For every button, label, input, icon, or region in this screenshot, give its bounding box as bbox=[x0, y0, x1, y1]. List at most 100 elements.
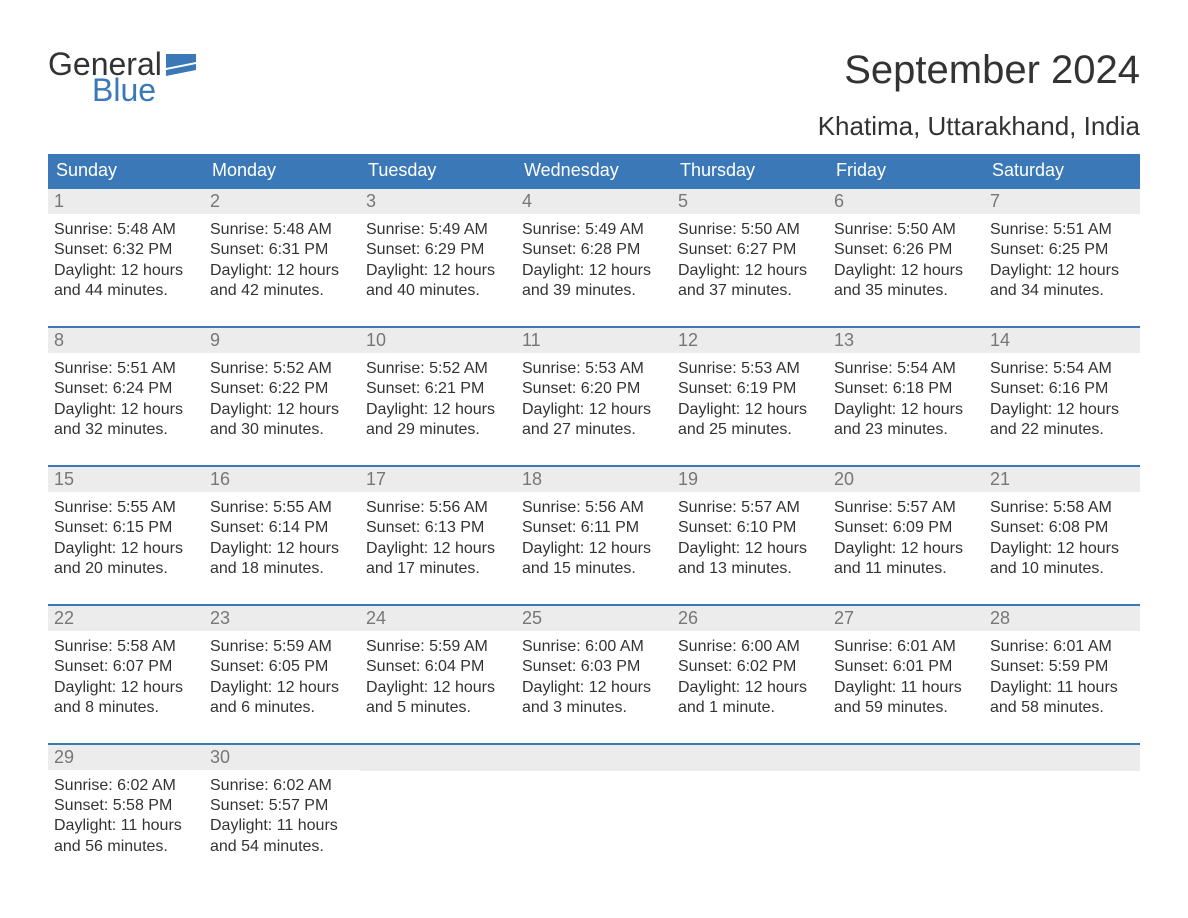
sunrise-line: Sunrise: 5:50 AM bbox=[678, 220, 822, 240]
sunrise-line: Sunrise: 5:58 AM bbox=[54, 637, 198, 657]
sunset-line: Sunset: 5:59 PM bbox=[990, 657, 1134, 677]
sunset-line: Sunset: 6:07 PM bbox=[54, 657, 198, 677]
day-cell: 15Sunrise: 5:55 AMSunset: 6:15 PMDayligh… bbox=[48, 467, 204, 588]
dow-saturday: Saturday bbox=[984, 154, 1140, 187]
day-number: 28 bbox=[984, 606, 1140, 631]
daylight-line: Daylight: 12 hours and 3 minutes. bbox=[522, 678, 666, 719]
sunset-line: Sunset: 6:10 PM bbox=[678, 518, 822, 538]
day-body: Sunrise: 5:51 AMSunset: 6:25 PMDaylight:… bbox=[984, 214, 1140, 310]
sunset-line: Sunset: 6:01 PM bbox=[834, 657, 978, 677]
daylight-line: Daylight: 12 hours and 8 minutes. bbox=[54, 678, 198, 719]
day-number bbox=[984, 745, 1140, 771]
day-cell: 24Sunrise: 5:59 AMSunset: 6:04 PMDayligh… bbox=[360, 606, 516, 727]
day-cell: 1Sunrise: 5:48 AMSunset: 6:32 PMDaylight… bbox=[48, 189, 204, 310]
day-body: Sunrise: 6:02 AMSunset: 5:57 PMDaylight:… bbox=[204, 770, 360, 866]
day-cell: 29Sunrise: 6:02 AMSunset: 5:58 PMDayligh… bbox=[48, 745, 204, 866]
sunrise-line: Sunrise: 6:02 AM bbox=[54, 776, 198, 796]
day-cell: 9Sunrise: 5:52 AMSunset: 6:22 PMDaylight… bbox=[204, 328, 360, 449]
daylight-line: Daylight: 12 hours and 37 minutes. bbox=[678, 261, 822, 302]
day-cell: 6Sunrise: 5:50 AMSunset: 6:26 PMDaylight… bbox=[828, 189, 984, 310]
day-body: Sunrise: 5:58 AMSunset: 6:08 PMDaylight:… bbox=[984, 492, 1140, 588]
day-cell: 27Sunrise: 6:01 AMSunset: 6:01 PMDayligh… bbox=[828, 606, 984, 727]
sunset-line: Sunset: 6:29 PM bbox=[366, 240, 510, 260]
sunrise-line: Sunrise: 6:00 AM bbox=[522, 637, 666, 657]
sunrise-line: Sunrise: 5:48 AM bbox=[210, 220, 354, 240]
day-body: Sunrise: 5:54 AMSunset: 6:18 PMDaylight:… bbox=[828, 353, 984, 449]
daylight-line: Daylight: 12 hours and 17 minutes. bbox=[366, 539, 510, 580]
day-cell: 23Sunrise: 5:59 AMSunset: 6:05 PMDayligh… bbox=[204, 606, 360, 727]
sunset-line: Sunset: 6:14 PM bbox=[210, 518, 354, 538]
day-number: 4 bbox=[516, 189, 672, 214]
day-cell: 26Sunrise: 6:00 AMSunset: 6:02 PMDayligh… bbox=[672, 606, 828, 727]
day-cell-empty bbox=[516, 745, 672, 866]
day-number: 25 bbox=[516, 606, 672, 631]
sunset-line: Sunset: 6:31 PM bbox=[210, 240, 354, 260]
dow-monday: Monday bbox=[204, 154, 360, 187]
sunrise-line: Sunrise: 5:51 AM bbox=[990, 220, 1134, 240]
daylight-line: Daylight: 12 hours and 32 minutes. bbox=[54, 400, 198, 441]
daylight-line: Daylight: 12 hours and 13 minutes. bbox=[678, 539, 822, 580]
sunset-line: Sunset: 6:05 PM bbox=[210, 657, 354, 677]
day-number: 30 bbox=[204, 745, 360, 770]
sunset-line: Sunset: 6:11 PM bbox=[522, 518, 666, 538]
day-body: Sunrise: 6:00 AMSunset: 6:03 PMDaylight:… bbox=[516, 631, 672, 727]
month-title: September 2024 bbox=[818, 48, 1140, 93]
sunrise-line: Sunrise: 5:55 AM bbox=[54, 498, 198, 518]
sunrise-line: Sunrise: 5:48 AM bbox=[54, 220, 198, 240]
daylight-line: Daylight: 12 hours and 18 minutes. bbox=[210, 539, 354, 580]
sunrise-line: Sunrise: 6:02 AM bbox=[210, 776, 354, 796]
day-number: 10 bbox=[360, 328, 516, 353]
day-cell: 11Sunrise: 5:53 AMSunset: 6:20 PMDayligh… bbox=[516, 328, 672, 449]
sunrise-line: Sunrise: 5:52 AM bbox=[210, 359, 354, 379]
sunrise-line: Sunrise: 6:00 AM bbox=[678, 637, 822, 657]
sunset-line: Sunset: 6:08 PM bbox=[990, 518, 1134, 538]
sunrise-line: Sunrise: 5:50 AM bbox=[834, 220, 978, 240]
sunset-line: Sunset: 5:58 PM bbox=[54, 796, 198, 816]
day-number: 5 bbox=[672, 189, 828, 214]
day-body: Sunrise: 5:54 AMSunset: 6:16 PMDaylight:… bbox=[984, 353, 1140, 449]
sunset-line: Sunset: 6:03 PM bbox=[522, 657, 666, 677]
day-number: 21 bbox=[984, 467, 1140, 492]
dow-thursday: Thursday bbox=[672, 154, 828, 187]
dow-wednesday: Wednesday bbox=[516, 154, 672, 187]
day-number: 20 bbox=[828, 467, 984, 492]
sunset-line: Sunset: 6:13 PM bbox=[366, 518, 510, 538]
sunset-line: Sunset: 6:04 PM bbox=[366, 657, 510, 677]
day-number: 18 bbox=[516, 467, 672, 492]
daylight-line: Daylight: 12 hours and 23 minutes. bbox=[834, 400, 978, 441]
sunrise-line: Sunrise: 5:51 AM bbox=[54, 359, 198, 379]
day-number: 3 bbox=[360, 189, 516, 214]
sunrise-line: Sunrise: 5:54 AM bbox=[834, 359, 978, 379]
daylight-line: Daylight: 12 hours and 5 minutes. bbox=[366, 678, 510, 719]
day-number bbox=[672, 745, 828, 771]
sunrise-line: Sunrise: 5:56 AM bbox=[522, 498, 666, 518]
day-cell-empty bbox=[360, 745, 516, 866]
sunrise-line: Sunrise: 5:56 AM bbox=[366, 498, 510, 518]
day-body: Sunrise: 5:59 AMSunset: 6:04 PMDaylight:… bbox=[360, 631, 516, 727]
day-cell-empty bbox=[984, 745, 1140, 866]
sunset-line: Sunset: 6:19 PM bbox=[678, 379, 822, 399]
daylight-line: Daylight: 12 hours and 35 minutes. bbox=[834, 261, 978, 302]
day-cell: 17Sunrise: 5:56 AMSunset: 6:13 PMDayligh… bbox=[360, 467, 516, 588]
sunrise-line: Sunrise: 5:57 AM bbox=[678, 498, 822, 518]
day-body: Sunrise: 5:57 AMSunset: 6:09 PMDaylight:… bbox=[828, 492, 984, 588]
sunset-line: Sunset: 6:32 PM bbox=[54, 240, 198, 260]
day-cell: 3Sunrise: 5:49 AMSunset: 6:29 PMDaylight… bbox=[360, 189, 516, 310]
daylight-line: Daylight: 11 hours and 54 minutes. bbox=[210, 816, 354, 857]
day-cell: 2Sunrise: 5:48 AMSunset: 6:31 PMDaylight… bbox=[204, 189, 360, 310]
sunrise-line: Sunrise: 5:59 AM bbox=[210, 637, 354, 657]
sunset-line: Sunset: 5:57 PM bbox=[210, 796, 354, 816]
sunrise-line: Sunrise: 5:59 AM bbox=[366, 637, 510, 657]
day-body: Sunrise: 5:52 AMSunset: 6:22 PMDaylight:… bbox=[204, 353, 360, 449]
day-body: Sunrise: 5:50 AMSunset: 6:27 PMDaylight:… bbox=[672, 214, 828, 310]
day-cell: 18Sunrise: 5:56 AMSunset: 6:11 PMDayligh… bbox=[516, 467, 672, 588]
day-body: Sunrise: 5:51 AMSunset: 6:24 PMDaylight:… bbox=[48, 353, 204, 449]
day-body: Sunrise: 5:55 AMSunset: 6:15 PMDaylight:… bbox=[48, 492, 204, 588]
daylight-line: Daylight: 11 hours and 58 minutes. bbox=[990, 678, 1134, 719]
day-body: Sunrise: 5:58 AMSunset: 6:07 PMDaylight:… bbox=[48, 631, 204, 727]
sunset-line: Sunset: 6:15 PM bbox=[54, 518, 198, 538]
sunset-line: Sunset: 6:26 PM bbox=[834, 240, 978, 260]
day-body: Sunrise: 5:56 AMSunset: 6:13 PMDaylight:… bbox=[360, 492, 516, 588]
daylight-line: Daylight: 12 hours and 34 minutes. bbox=[990, 261, 1134, 302]
sunset-line: Sunset: 6:20 PM bbox=[522, 379, 666, 399]
